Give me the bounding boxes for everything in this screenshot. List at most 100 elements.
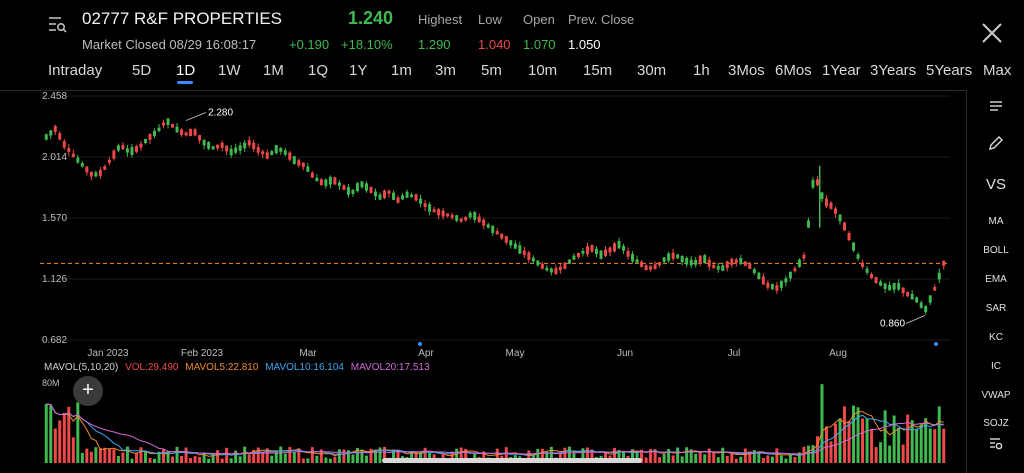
- price-change: +0.190: [289, 37, 330, 52]
- candle: [631, 253, 635, 262]
- candle: [838, 214, 842, 222]
- candle: [640, 261, 644, 267]
- indicator-ic[interactable]: IC: [991, 361, 1001, 372]
- candle: [364, 183, 368, 191]
- volume-bar: [369, 448, 373, 463]
- tab-30min[interactable]: 30m: [637, 62, 667, 79]
- stock-chart[interactable]: 2.458 2.014 1.570 1.126 0.682 Jan 2023 Feb 20…: [0, 90, 966, 473]
- indicator-sar[interactable]: SAR: [985, 303, 1007, 314]
- candle: [856, 254, 860, 259]
- close-icon[interactable]: [979, 20, 1005, 46]
- volume-bar: [757, 451, 761, 463]
- candle: [301, 162, 305, 168]
- annotation-leader: [905, 315, 926, 324]
- volume-bar: [730, 452, 734, 463]
- tab-5d[interactable]: 5D: [132, 62, 152, 79]
- candle: [270, 151, 274, 156]
- tab-15min[interactable]: 15m: [583, 62, 613, 79]
- volume-bar: [301, 458, 305, 463]
- indicator-sojz[interactable]: SOJZ: [983, 418, 1009, 429]
- tab-max[interactable]: Max: [983, 62, 1012, 79]
- volume-bar: [148, 457, 152, 463]
- volume-bar: [125, 446, 129, 463]
- candle: [225, 145, 229, 152]
- tab-10min[interactable]: 10m: [528, 62, 558, 79]
- candle: [473, 212, 477, 220]
- indicator-ema[interactable]: EMA: [985, 274, 1007, 285]
- volume-bar: [928, 428, 932, 463]
- candle: [635, 259, 639, 263]
- indicator-ma[interactable]: MA: [988, 216, 1004, 227]
- candle: [482, 219, 486, 226]
- volume-bar: [788, 454, 792, 463]
- tab-1y[interactable]: 1Y: [349, 62, 368, 79]
- volume-bar: [130, 458, 134, 463]
- volume-bar: [883, 410, 887, 463]
- volume-bar: [85, 448, 89, 463]
- tab-1min[interactable]: 1m: [391, 62, 412, 79]
- candle: [572, 255, 576, 260]
- tab-1q[interactable]: 1Q: [308, 62, 329, 79]
- candle: [459, 218, 463, 222]
- add-indicator-button[interactable]: +: [73, 376, 103, 406]
- tab-intraday[interactable]: Intraday: [48, 62, 103, 79]
- volume-bar: [207, 458, 211, 463]
- candle: [834, 208, 838, 214]
- indicator-settings-icon[interactable]: [967, 436, 1024, 454]
- y-tick-label: 0.682: [42, 335, 67, 346]
- candle: [680, 255, 684, 263]
- candle: [193, 129, 197, 136]
- draw-pencil-icon[interactable]: [967, 134, 1024, 154]
- volume-bar: [351, 454, 355, 463]
- candle: [739, 258, 743, 264]
- volume-bar: [558, 452, 562, 463]
- candle: [874, 276, 878, 284]
- tab-3min[interactable]: 3m: [435, 62, 456, 79]
- chart-scrollbar[interactable]: [382, 458, 642, 463]
- volume-bar: [806, 445, 810, 463]
- candle: [346, 187, 350, 195]
- volume-bar: [924, 418, 928, 463]
- indicator-vwap[interactable]: VWAP: [981, 390, 1011, 401]
- indicator-boll[interactable]: BOLL: [983, 245, 1009, 256]
- tab-3mos[interactable]: 3Mos: [728, 62, 765, 79]
- candlestick-series: [44, 117, 946, 315]
- volume-bar: [396, 449, 400, 463]
- tab-1h[interactable]: 1h: [693, 62, 710, 79]
- candle: [852, 242, 856, 251]
- candle: [658, 262, 662, 266]
- tab-6mos[interactable]: 6Mos: [775, 62, 812, 79]
- candle: [558, 266, 562, 271]
- volume-bar: [649, 449, 653, 463]
- volume-bar: [166, 450, 170, 463]
- candle: [292, 156, 296, 164]
- candle: [779, 280, 783, 288]
- y-tick-label: 1.570: [42, 213, 67, 224]
- candle: [924, 305, 928, 313]
- candle: [103, 166, 107, 170]
- tab-1d[interactable]: 1D: [176, 62, 196, 79]
- compare-vs-button[interactable]: VS: [985, 176, 1006, 193]
- indicator-kc[interactable]: KC: [989, 332, 1003, 343]
- layout-lines-icon[interactable]: [967, 100, 1024, 120]
- candle: [486, 224, 490, 228]
- tab-1w[interactable]: 1W: [218, 62, 241, 79]
- candle: [788, 271, 792, 279]
- mavol20-line: [46, 403, 944, 455]
- candle: [184, 132, 188, 136]
- tab-5years[interactable]: 5Years: [926, 62, 973, 79]
- tab-1year[interactable]: 1Year: [822, 62, 861, 79]
- volume-bar: [346, 450, 350, 463]
- volume-bar: [373, 449, 377, 463]
- volume-bar: [725, 455, 729, 463]
- tab-5min[interactable]: 5m: [481, 62, 502, 79]
- candle: [342, 185, 346, 190]
- candle: [766, 282, 770, 288]
- volume-bar: [680, 456, 684, 463]
- volume-bar: [549, 446, 553, 463]
- volume-bar: [459, 447, 463, 463]
- x-tick-label: May: [506, 348, 525, 359]
- watchlist-menu-icon[interactable]: [48, 16, 68, 34]
- tab-3years[interactable]: 3Years: [870, 62, 917, 79]
- tab-1m[interactable]: 1M: [263, 62, 284, 79]
